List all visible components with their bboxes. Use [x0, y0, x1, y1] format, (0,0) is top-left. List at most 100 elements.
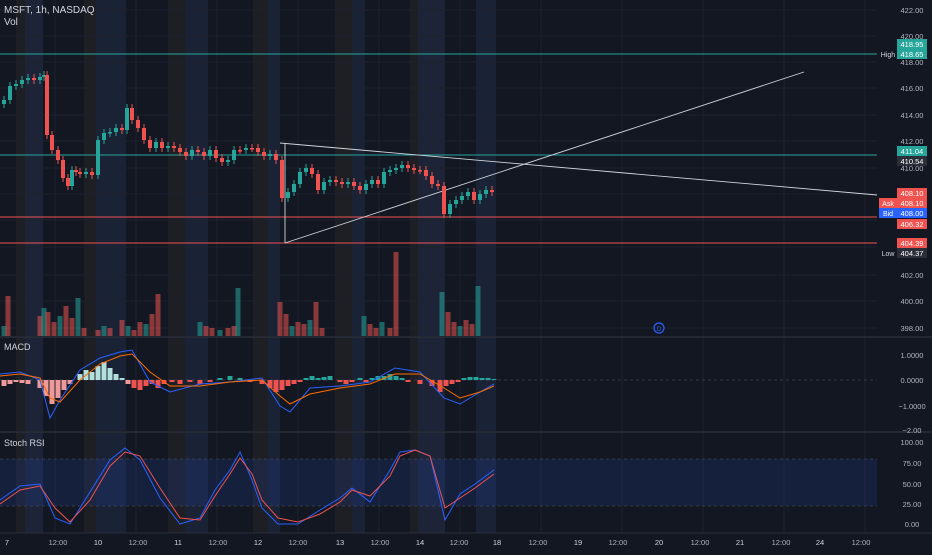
macd-histogram-bar — [131, 380, 137, 388]
symbol-title[interactable]: MSFT, 1h, NASDAQ — [4, 5, 95, 16]
macd-histogram-bar — [369, 378, 375, 380]
volume-bar — [143, 324, 149, 336]
candle-body — [358, 186, 362, 190]
volume-bar — [393, 252, 399, 336]
volume-bar — [51, 322, 57, 336]
macd-axis-label: 1.0000 — [901, 351, 924, 360]
candle-body — [226, 160, 230, 162]
candle-body — [130, 108, 134, 120]
macd-histogram-bar — [67, 380, 73, 384]
candle-body — [166, 146, 170, 148]
high-label-bg — [879, 49, 897, 59]
price-tag-ask: 408.10 — [901, 199, 924, 208]
candle-body — [352, 182, 356, 186]
macd-histogram-bar — [125, 380, 131, 384]
time-axis-label: 7 — [5, 538, 9, 547]
price-axis-label: 412.00 — [901, 137, 924, 146]
macd-histogram-bar — [89, 372, 95, 380]
macd-histogram-bar — [273, 380, 279, 392]
volume-bar — [277, 302, 283, 336]
candle-body — [178, 148, 182, 152]
volume-label[interactable]: Vol — [4, 17, 18, 28]
macd-histogram-bar — [95, 366, 101, 380]
price-axis-label: 420.00 — [901, 32, 924, 41]
volume-bar — [81, 328, 87, 336]
candle-body — [478, 194, 482, 200]
macd-histogram-bar — [479, 378, 485, 380]
price-axis-label: 402.00 — [901, 271, 924, 280]
volume-bar — [75, 298, 81, 336]
macd-histogram-bar — [449, 380, 455, 384]
macd-histogram-bar — [259, 380, 265, 384]
candle-body — [346, 182, 350, 184]
candle-body — [274, 154, 278, 160]
price-tag-top-bg — [897, 39, 927, 49]
macd-histogram-bar — [363, 380, 369, 382]
candle-body — [120, 128, 124, 130]
session-band — [96, 337, 126, 431]
macd-histogram-bar — [467, 377, 473, 380]
candle-body — [208, 150, 212, 156]
candle-body — [412, 168, 416, 170]
candle-body — [262, 152, 266, 156]
volume-bar — [209, 328, 215, 336]
volume-bar — [57, 316, 63, 336]
session-band — [84, 337, 96, 431]
volume-bar — [469, 324, 475, 336]
volume-bar — [235, 288, 241, 336]
volume-bar — [379, 322, 385, 336]
volume-bar — [95, 330, 101, 336]
volume-bar — [203, 326, 209, 336]
volume-bar — [125, 326, 131, 336]
bid-label: Bid — [883, 211, 893, 218]
session-band — [16, 432, 25, 533]
volume-bar — [149, 314, 155, 336]
macd-histogram-bar — [137, 380, 143, 390]
candle-body — [418, 170, 422, 172]
macd-histogram-bar — [7, 380, 13, 384]
candle-body — [472, 192, 476, 200]
macd-histogram-bar — [49, 380, 55, 404]
volume-bar — [439, 292, 445, 336]
stoch-d-line — [0, 449, 495, 523]
high-label: High — [881, 52, 896, 59]
price-axis-label: 398.00 — [901, 324, 924, 333]
macd-histogram-bar — [155, 380, 161, 388]
candle-body — [322, 182, 326, 190]
candle-body — [125, 108, 129, 130]
macd-histogram-bar — [387, 374, 393, 380]
macd-histogram-bar — [113, 374, 119, 380]
price-tag-red-b: 406.32 — [901, 220, 924, 229]
stoch-rsi-label[interactable]: Stoch RSI — [4, 438, 45, 448]
volume-bar — [457, 326, 463, 336]
volume-bar — [231, 326, 237, 336]
volume-bar — [131, 330, 137, 336]
price-axis-label: 410.00 — [901, 164, 924, 173]
candle-body — [96, 140, 100, 175]
price-tag-top: 418.95 — [901, 40, 924, 49]
macd-axis-label: 0.0000 — [901, 376, 924, 385]
time-axis-label: 12:00 — [852, 538, 871, 547]
time-axis-label: 12:00 — [691, 538, 710, 547]
candle-body — [8, 86, 12, 100]
macd-label[interactable]: MACD — [4, 342, 31, 352]
volume-bar — [45, 312, 51, 336]
price-tag-green-b-bg — [897, 156, 927, 166]
stoch-axis-label: 25.00 — [903, 500, 922, 509]
macd-histogram-bar — [443, 380, 449, 386]
volume-bar — [69, 318, 75, 336]
macd-histogram-bar — [177, 380, 183, 384]
time-axis-label: 21 — [736, 538, 744, 547]
candle-body — [298, 172, 302, 184]
candle-body — [196, 150, 200, 152]
session-band — [476, 432, 496, 533]
candle-body — [490, 190, 494, 192]
volume-bar — [307, 320, 313, 336]
macd-histogram-bar — [107, 368, 113, 380]
volume-bar — [463, 320, 469, 336]
session-band — [352, 432, 365, 533]
macd-histogram-bar — [429, 380, 435, 386]
macd-histogram-bar — [61, 380, 67, 390]
